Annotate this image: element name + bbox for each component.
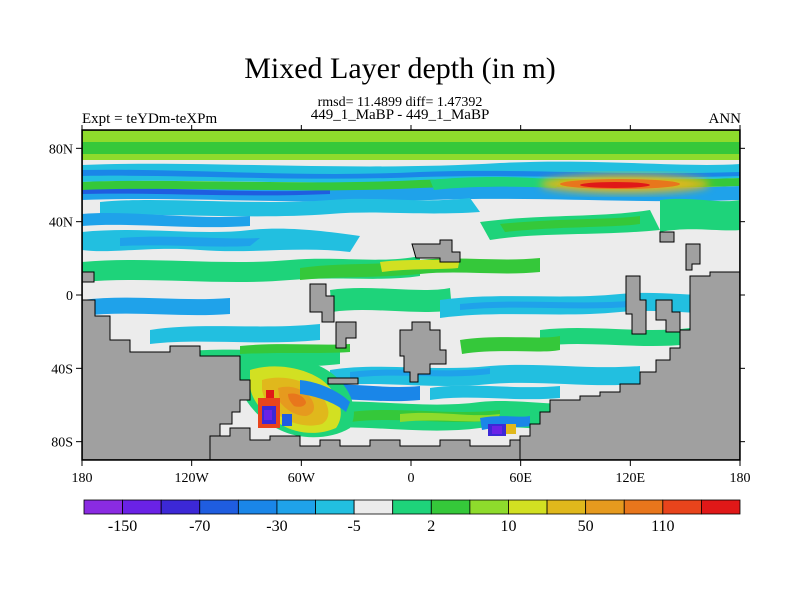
colorbar-swatch: [546, 499, 587, 515]
chart-subtitle: 449_1_MaBP - 449_1_MaBP: [310, 107, 490, 123]
land-mask: [82, 231, 740, 460]
map-field: [82, 130, 740, 460]
colorbar-label: -5: [347, 518, 360, 535]
y-tick-label: 0: [66, 289, 73, 304]
colorbar: -150 -70 -30 -5 2 10 50 110: [83, 499, 741, 535]
colorbar-swatch: [623, 499, 664, 515]
colorbar-swatch: [430, 499, 471, 515]
colorbar-swatch: [662, 499, 702, 515]
colorbar-label: -70: [189, 518, 210, 535]
arctic-edge-band: [82, 154, 740, 160]
colorbar-swatch: [469, 499, 509, 515]
colorbar-swatch: [315, 499, 355, 515]
y-tick-label: 40S: [51, 362, 73, 377]
colorbar-swatch: [508, 499, 548, 515]
colorbar-swatch: [276, 499, 316, 515]
southern-ocean-band: [300, 401, 600, 431]
colorbar-swatch: [701, 499, 741, 515]
season-label: ANN: [708, 111, 742, 127]
x-tick-label: 180: [730, 471, 751, 486]
mid-north-band: [82, 198, 740, 252]
colorbar-swatch: [585, 499, 625, 515]
colorbar-label: -150: [108, 518, 137, 535]
x-tick-label: 60W: [288, 471, 316, 486]
chart-title: Mixed Layer depth (in m): [244, 52, 556, 85]
colorbar-label: 110: [651, 518, 674, 535]
axis-ticks: 180 120W 60W 0 60E 120E 180 80N 40N 0 40S 80S: [49, 125, 751, 486]
antarctic-negative-patches: [258, 390, 516, 436]
colorbar-label: -30: [266, 518, 287, 535]
colorbar-swatch: [199, 499, 239, 515]
x-tick-label: 180: [72, 471, 93, 486]
arctic-green-band: [82, 142, 740, 154]
x-tick-label: 120E: [616, 471, 646, 486]
colorbar-swatch: [160, 499, 201, 515]
colorbar-label: 2: [427, 518, 435, 535]
colorbar-label: 10: [500, 518, 516, 535]
colorbar-swatch: [353, 499, 394, 515]
x-tick-label: 0: [408, 471, 415, 486]
y-tick-label: 80S: [51, 436, 73, 451]
colorbar-swatch: [83, 499, 123, 515]
stats-line: rmsd= 11.4899 diff= 1.47392: [317, 95, 483, 110]
colorbar-label: 50: [578, 518, 594, 535]
colorbar-swatch: [237, 499, 278, 515]
x-tick-label: 120W: [175, 471, 210, 486]
north-pacific-positive: [540, 175, 710, 193]
experiment-label: Expt = teYDm-teXPm: [82, 111, 218, 127]
colorbar-swatch: [122, 499, 162, 515]
x-tick-label: 60E: [509, 471, 532, 486]
y-tick-label: 40N: [49, 216, 73, 231]
colorbar-swatch: [392, 499, 432, 515]
arctic-yellowgreen-band: [82, 130, 740, 142]
y-tick-label: 80N: [49, 142, 73, 157]
